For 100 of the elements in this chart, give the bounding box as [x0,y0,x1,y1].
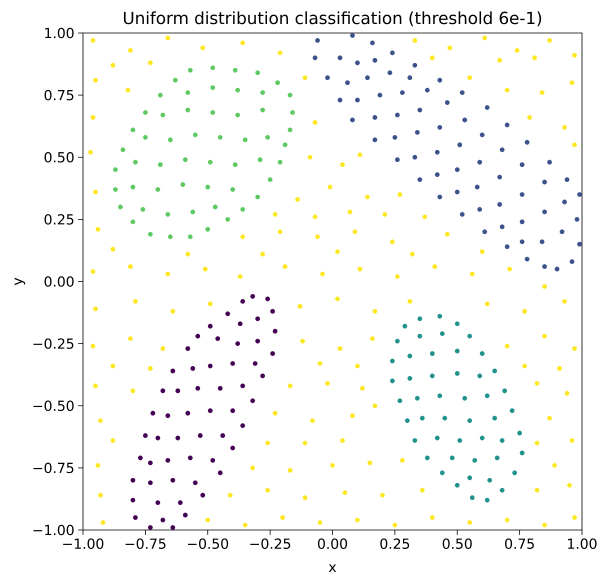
point [484,498,490,503]
point [265,296,270,302]
y-tick-label: −0.25 [33,338,74,349]
point [210,458,216,463]
point [138,456,143,460]
y-axis-title: y [14,278,26,286]
point [118,204,123,210]
point [155,187,160,192]
x-tick-label: −0.50 [188,538,228,549]
x-tick-label: 0.50 [442,538,472,549]
point [440,331,445,336]
point [437,393,442,398]
point [170,368,176,374]
point [170,478,176,483]
point [235,112,240,118]
point [150,410,156,416]
point [240,207,246,212]
point [130,478,136,483]
point [218,470,223,476]
point [133,160,138,165]
point [500,438,505,443]
point [260,374,265,378]
point [133,515,138,520]
point [472,458,478,463]
point [272,328,278,334]
point [232,162,238,168]
point [510,408,515,414]
point [517,430,522,436]
point [205,184,210,190]
point [160,112,166,118]
point [190,366,196,371]
y-tick-label: 1.00 [45,28,74,38]
point [172,78,178,83]
point [218,135,223,140]
point [210,65,216,70]
point [160,518,166,522]
point [240,423,246,428]
point [205,226,210,232]
point [230,408,236,414]
point [402,324,408,329]
point [225,217,230,222]
point [477,374,482,378]
point [180,182,186,187]
point [130,128,136,132]
point [520,450,524,456]
point [437,314,442,319]
point [190,210,196,214]
point [158,162,163,168]
point [398,398,402,404]
chart-title: Uniform distribution classification (threshold 6e-1) [124,11,542,26]
point [232,68,238,73]
x-tick-label: −0.25 [250,538,290,549]
point [275,80,280,86]
point [143,135,148,140]
y-tick-label: 0.50 [44,152,74,163]
point [230,187,236,192]
point [417,334,422,339]
point [130,219,136,224]
point [500,488,505,493]
point [200,492,206,498]
point [454,321,460,326]
point [210,85,216,90]
point [265,135,270,140]
point [155,436,160,440]
point [258,157,263,162]
point [484,393,490,398]
y-tick-label: 0.25 [44,214,74,225]
point [178,500,183,506]
point [168,234,173,240]
point [417,316,422,322]
point [113,167,118,172]
point [208,364,213,368]
point [140,207,146,212]
point [390,358,395,364]
point [457,438,462,443]
point [250,294,256,299]
point [235,88,240,93]
point [442,416,448,421]
point [208,408,213,414]
point [502,388,508,394]
point [165,212,170,217]
point [434,436,440,440]
point [242,137,248,142]
point [290,110,295,115]
point [450,456,455,460]
y-tick-label: 0.00 [44,276,74,287]
point [182,512,188,518]
point [168,137,173,142]
x-tick-label: −1.00 [63,538,104,549]
point [113,187,118,192]
y-tick-label: −1.00 [33,524,74,536]
point [230,361,236,366]
point [492,416,498,421]
point [494,456,500,460]
y-tick-label: −0.50 [33,400,74,412]
point [143,110,148,115]
x-tick-label: 0.25 [380,538,410,549]
point [195,334,200,339]
point [165,458,170,463]
point [252,361,258,366]
